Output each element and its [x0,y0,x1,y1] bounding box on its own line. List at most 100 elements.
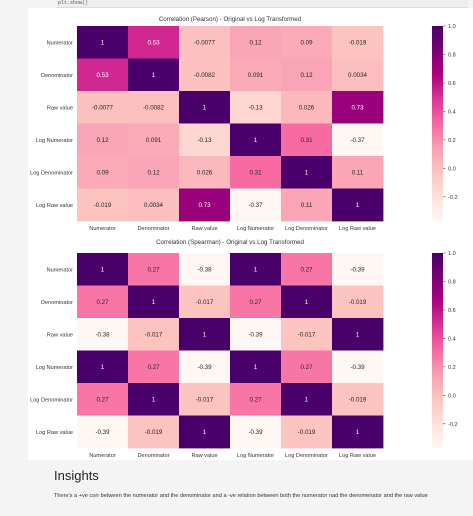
heatmap-cell [332,188,384,222]
cell-label: -0.0082 [194,72,216,79]
cell-label: -0.017 [298,331,316,338]
heatmap-cell [230,383,282,416]
cell-label: -0.017 [196,396,214,403]
cell-label: 1 [305,169,309,176]
cell-label: 0.31 [300,137,313,144]
cell-label: 1 [203,429,207,436]
cell-label: 0.73 [351,104,364,111]
heatmap-cell [128,123,180,157]
heatmap-cell [332,415,384,449]
column-label: Numerator [89,453,116,459]
cell-label: -0.13 [248,104,263,111]
heatmap-cell [179,415,231,449]
cell-label: -0.37 [350,137,365,144]
row-label: Log Raw value [36,203,73,209]
heatmap-title: Correlation (Pearson) - Original vs Log … [159,16,302,23]
heatmap-cell [281,350,333,384]
heatmap-cell [281,285,333,319]
cell-label: 0.091 [146,137,162,144]
heatmap-cell [332,156,384,189]
heatmap-cell [77,383,129,416]
heatmap-cell [230,188,282,222]
code-cell-text: plt.show() [58,0,89,6]
cell-label: 0.27 [249,299,262,306]
cell-label: -0.0077 [194,39,216,46]
cell-label: -0.017 [145,331,163,338]
heatmap-cell [179,188,231,222]
heatmap-cell [179,285,231,319]
heatmap-cell [281,156,333,189]
correlation-figure: Correlation (Pearson) - Original vs Log … [30,16,458,459]
colorbar [432,253,443,448]
cell-label: -0.019 [94,202,112,209]
heatmap-cell [128,350,180,384]
heatmap-cell [77,318,129,351]
cell-label: 0.09 [300,39,313,46]
cell-label: 0.27 [147,266,160,273]
heatmap-cell [281,415,333,449]
heatmap-cell [332,123,384,157]
cell-label: 1 [254,137,258,144]
heatmap-cell [332,91,384,124]
cell-label: -0.38 [95,331,110,338]
column-label: Log Denominator [285,453,328,459]
cell-label: 0.11 [301,202,313,209]
row-label: Log Numerator [36,365,73,371]
column-label: Log Raw value [339,226,376,232]
column-label: Denominator [137,453,169,459]
column-label: Raw value [191,226,217,232]
heatmap-cell [230,350,282,384]
heatmap-cell [230,156,282,189]
cell-label: 0.091 [248,72,264,79]
heatmap-cell [179,350,231,384]
cell-label: 0.026 [299,104,315,111]
colorbar-tick-label: 0.0 [448,166,456,172]
cell-label: 0.0034 [348,72,367,79]
heatmap-cell [230,123,282,157]
cell-label: -0.39 [350,266,365,273]
colorbar-tick-label: -0.2 [448,422,458,428]
column-label: Log Denominator [285,226,328,232]
cell-label: 0.12 [96,137,109,144]
cell-label: -0.0082 [143,104,165,111]
cell-label: 0.27 [96,396,109,403]
heatmap-cell [281,253,333,286]
colorbar-tick-label: 0.2 [448,365,456,371]
row-label: Log Raw value [36,430,73,436]
heatmap-cell [332,26,384,59]
cell-label: 1 [152,299,156,306]
heatmap-title: Correlation (Spearman) - Original vs Log… [156,239,304,246]
heatmap-cell [332,350,384,384]
cell-label: -0.019 [298,429,316,436]
colorbar-tick-label: 0.6 [448,81,456,87]
heatmap-cell [128,253,180,286]
cell-label: -0.019 [145,429,163,436]
colorbar-tick-label: 0.2 [448,138,456,144]
heatmap-cell [281,26,333,59]
cell-label: 0.026 [197,169,213,176]
heatmap-cell [179,318,231,351]
cell-label: -0.39 [248,331,263,338]
code-cell: plt.show() [56,0,468,8]
cell-label: 0.09 [96,169,109,176]
cell-label: 1 [305,299,309,306]
heatmap-cell [281,188,333,222]
row-label: Log Numerator [36,138,73,144]
heatmap-cell [128,156,180,189]
cell-label: 0.27 [147,364,160,371]
heatmap-cell [77,58,129,92]
heatmap-cell [128,91,180,124]
cell-label: -0.39 [350,364,365,371]
colorbar-tick-label: 0.4 [448,336,456,342]
colorbar-tick-label: 1.0 [448,24,456,30]
heatmap-cell [77,350,129,384]
heatmap-cell [332,253,384,286]
heatmap-cell [77,188,129,222]
cell-label: -0.019 [349,396,367,403]
heatmap-cell [128,58,180,92]
heatmap-cell [179,58,231,92]
row-label: Denominator [41,73,73,79]
heatmap-cell [281,123,333,157]
heatmap-cell [77,285,129,319]
cell-label: 1 [203,331,207,338]
